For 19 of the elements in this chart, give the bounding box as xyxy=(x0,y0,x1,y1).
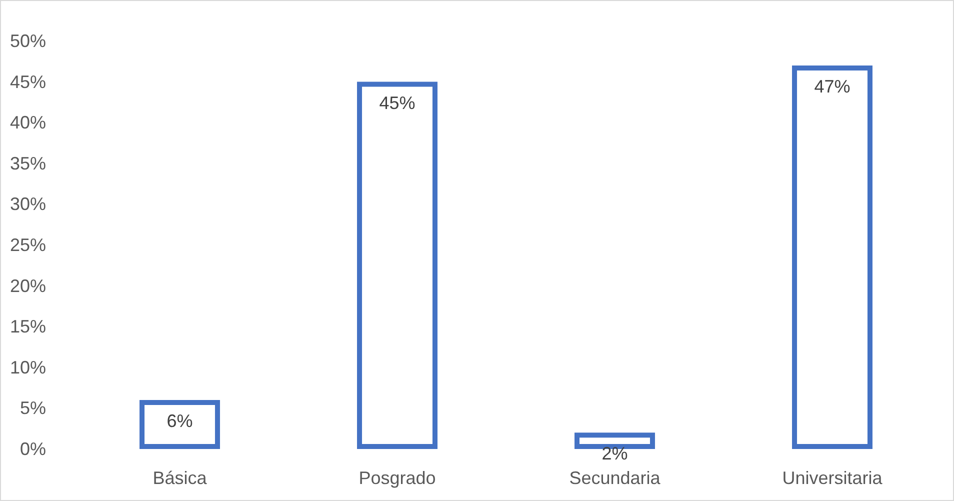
x-tick-label: Universitaria xyxy=(782,468,884,488)
y-tick-label: 0% xyxy=(20,439,46,459)
x-tick-label: Posgrado xyxy=(358,468,436,488)
x-tick-label: Secundaria xyxy=(569,468,662,488)
y-tick-label: 25% xyxy=(10,235,46,255)
data-label: 6% xyxy=(166,411,193,432)
y-tick-label: 50% xyxy=(10,31,46,51)
data-label: 45% xyxy=(379,92,416,113)
y-tick-label: 45% xyxy=(10,72,46,92)
y-tick-label: 30% xyxy=(10,194,46,214)
y-tick-label: 5% xyxy=(20,398,46,418)
data-label: 47% xyxy=(814,76,850,96)
data-label: 2% xyxy=(602,444,628,464)
y-tick-label: 10% xyxy=(10,357,46,378)
x-tick-label: Básica xyxy=(152,468,208,488)
y-tick-label: 20% xyxy=(10,276,46,296)
y-tick-label: 15% xyxy=(10,316,46,337)
y-tick-label: 35% xyxy=(10,153,46,174)
y-tick-label: 40% xyxy=(10,112,46,133)
